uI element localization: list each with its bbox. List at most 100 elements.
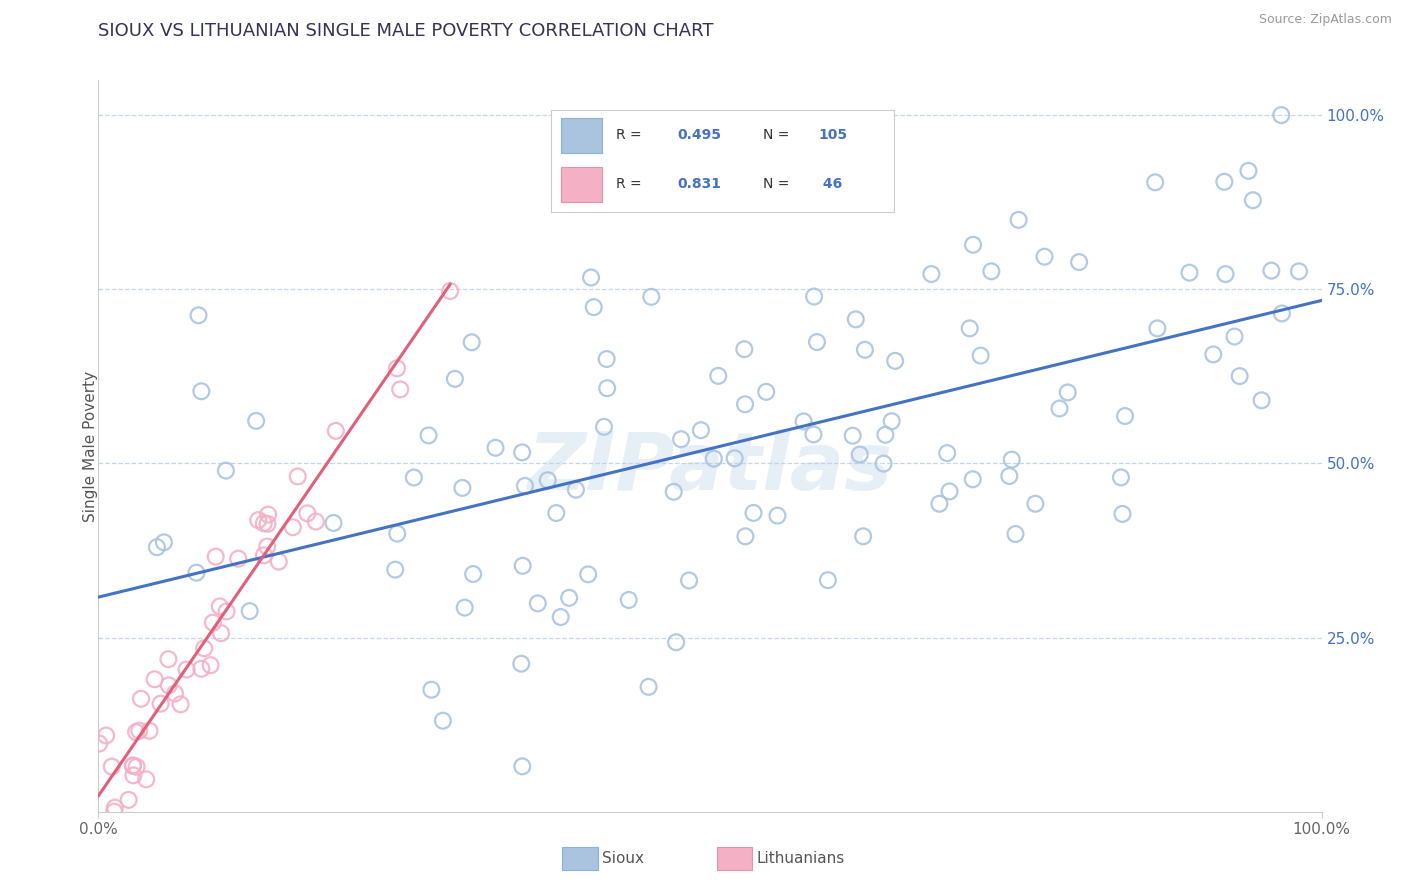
Point — [104, 800, 127, 814]
Point — [875, 427, 897, 442]
Point — [1004, 527, 1026, 541]
Point — [322, 516, 344, 530]
Point — [617, 593, 640, 607]
Point — [454, 600, 477, 615]
Point — [1024, 497, 1046, 511]
Point — [193, 641, 215, 656]
Point — [208, 599, 231, 614]
Point — [169, 698, 191, 712]
Point — [125, 760, 148, 774]
Point — [226, 551, 249, 566]
Point — [420, 682, 443, 697]
Point — [662, 484, 685, 499]
Text: SIOUX VS LITHUANIAN SINGLE MALE POVERTY CORRELATION CHART: SIOUX VS LITHUANIAN SINGLE MALE POVERTY … — [98, 22, 714, 40]
Point — [389, 383, 412, 397]
Point — [665, 635, 688, 649]
Point — [1069, 255, 1091, 269]
Text: Lithuanians: Lithuanians — [756, 852, 845, 866]
Point — [122, 768, 145, 782]
Point — [402, 470, 425, 484]
Point — [239, 604, 262, 618]
Point — [101, 759, 124, 773]
Point — [969, 349, 991, 363]
Point — [998, 469, 1021, 483]
Point — [959, 321, 981, 335]
Point — [853, 343, 876, 357]
Point — [1007, 212, 1029, 227]
Point — [94, 729, 117, 743]
Point — [733, 343, 755, 357]
Point — [204, 549, 226, 564]
Point — [121, 759, 143, 773]
Point — [742, 506, 765, 520]
Point — [803, 289, 825, 303]
Point — [209, 626, 232, 640]
Point — [461, 335, 484, 350]
Point — [1111, 507, 1133, 521]
Point — [1114, 409, 1136, 423]
Point — [117, 793, 139, 807]
Point — [247, 513, 270, 527]
Point — [1109, 470, 1132, 484]
Point — [253, 549, 276, 563]
Point — [149, 697, 172, 711]
Point — [537, 473, 560, 487]
Text: N =: N = — [763, 178, 790, 191]
Point — [1270, 108, 1292, 122]
Text: R =: R = — [616, 178, 641, 191]
Point — [962, 237, 984, 252]
Point — [512, 558, 534, 573]
Point — [432, 714, 454, 728]
Point — [872, 457, 894, 471]
Point — [1146, 321, 1168, 335]
Point — [418, 428, 440, 442]
Point — [884, 354, 907, 368]
Point — [387, 526, 409, 541]
Point — [1271, 306, 1294, 320]
Point — [1288, 264, 1310, 278]
Point — [510, 445, 533, 459]
Text: R =: R = — [616, 128, 641, 142]
Point — [755, 384, 778, 399]
Point — [1033, 250, 1056, 264]
Point — [640, 290, 662, 304]
Point — [253, 516, 276, 531]
Point — [187, 309, 209, 323]
Point — [89, 737, 111, 751]
Point — [103, 805, 125, 819]
Point — [267, 555, 290, 569]
Point — [135, 772, 157, 787]
Point — [669, 432, 692, 446]
Text: N =: N = — [763, 128, 790, 142]
Point — [256, 540, 278, 554]
Point — [723, 451, 745, 466]
Point — [510, 759, 533, 773]
Point — [637, 680, 659, 694]
Point — [510, 657, 533, 671]
Point — [576, 567, 599, 582]
Text: 105: 105 — [818, 128, 848, 142]
Point — [1260, 263, 1282, 277]
Point — [928, 497, 950, 511]
Point — [1202, 347, 1225, 361]
Point — [962, 472, 984, 486]
Point — [703, 451, 725, 466]
Text: 0.495: 0.495 — [678, 128, 721, 142]
Point — [129, 691, 152, 706]
Point — [546, 506, 568, 520]
Point — [938, 484, 960, 499]
Point — [793, 414, 815, 428]
Point — [215, 464, 238, 478]
Point — [257, 508, 280, 522]
Point — [201, 615, 224, 630]
Bar — [561, 167, 602, 202]
Point — [122, 758, 145, 772]
Point — [153, 535, 176, 549]
Point — [936, 446, 959, 460]
Point — [463, 567, 485, 582]
Point — [128, 723, 150, 738]
Bar — [561, 118, 602, 153]
Point — [1215, 267, 1237, 281]
Point — [444, 372, 467, 386]
Point — [841, 428, 863, 442]
